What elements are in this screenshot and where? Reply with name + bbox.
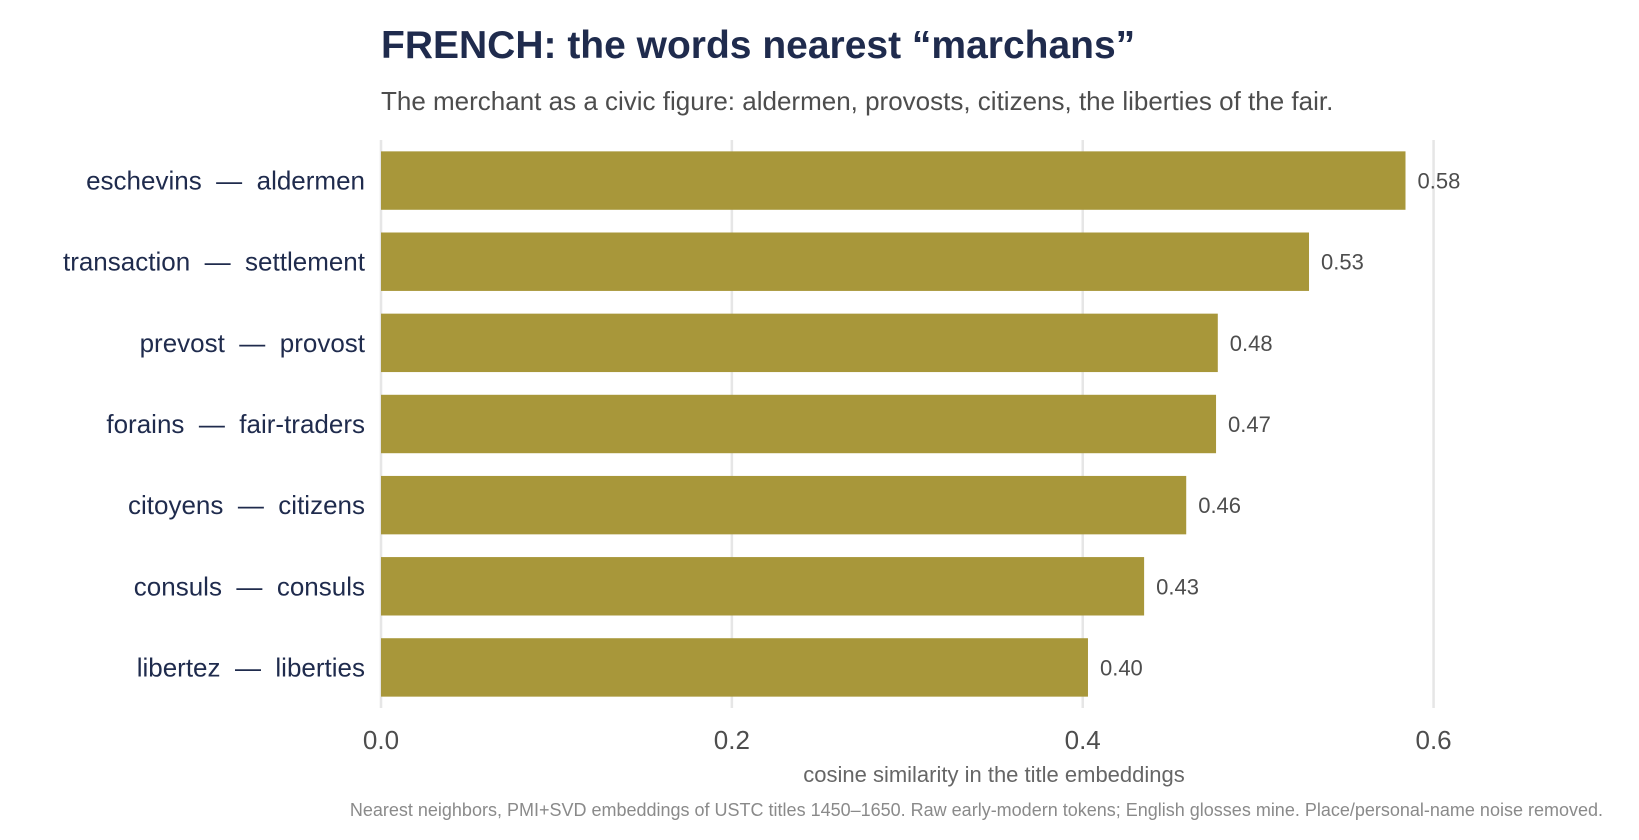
bar — [381, 313, 1218, 373]
category-label: libertez — liberties — [137, 652, 365, 682]
bar — [381, 151, 1406, 210]
chart-subtitle: The merchant as a civic figure: aldermen… — [381, 86, 1334, 116]
chart-title: FRENCH: the words nearest “marchans” — [381, 24, 1136, 67]
x-tick-label: 0.4 — [1065, 725, 1101, 755]
x-axis-label: cosine similarity in the title embedding… — [803, 762, 1185, 787]
value-label: 0.58 — [1418, 169, 1461, 194]
category-label: forains — fair-traders — [106, 409, 365, 439]
x-tick-label: 0.0 — [363, 725, 399, 755]
bar — [381, 638, 1088, 697]
x-tick-label: 0.6 — [1415, 725, 1451, 755]
value-label: 0.47 — [1228, 412, 1271, 437]
value-label: 0.53 — [1321, 250, 1364, 275]
x-tick-label: 0.2 — [714, 725, 750, 755]
category-label: consuls — consuls — [134, 571, 365, 601]
value-label: 0.43 — [1156, 574, 1199, 599]
category-label: transaction — settlement — [63, 247, 366, 277]
category-label: citoyens — citizens — [128, 490, 365, 520]
value-label: 0.40 — [1100, 655, 1143, 680]
value-label: 0.46 — [1198, 493, 1241, 518]
chart-caption: Nearest neighbors, PMI+SVD embeddings of… — [349, 800, 1603, 820]
bar — [381, 232, 1310, 291]
bar — [381, 475, 1187, 535]
bars — [381, 151, 1406, 697]
bar — [381, 394, 1217, 454]
bar — [381, 557, 1145, 616]
category-label: prevost — provost — [140, 328, 366, 358]
labels: 0.0 0.2 0.4 0.6 eschevins — aldermen 0.58 tran… — [63, 166, 1460, 755]
value-label: 0.48 — [1230, 331, 1273, 356]
category-label: eschevins — aldermen — [86, 166, 365, 196]
